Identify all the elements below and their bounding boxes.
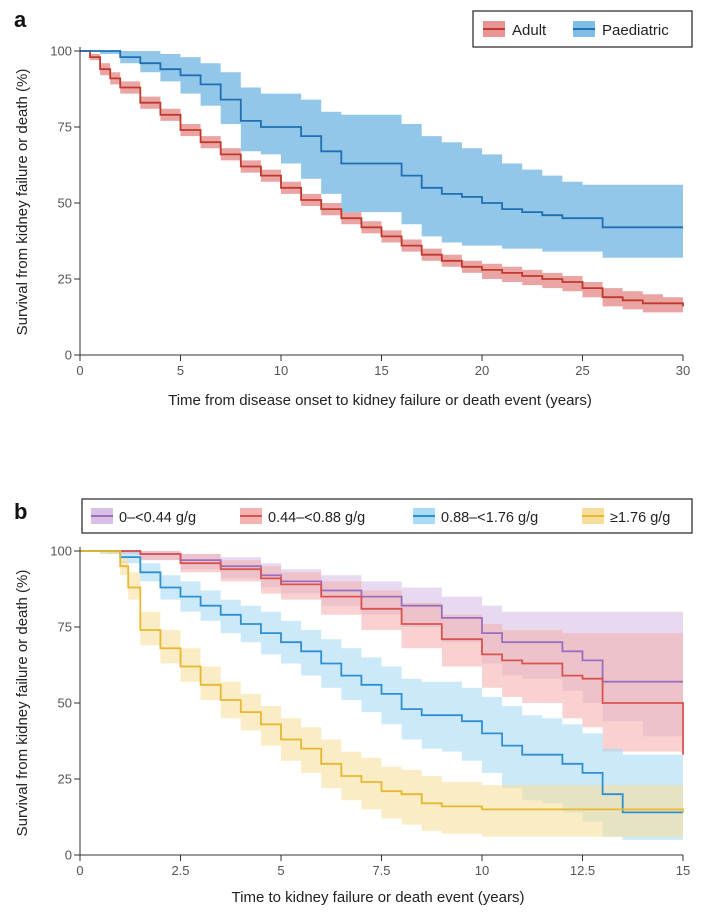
legend-item-044-088: 0.44–<0.88 g/g	[240, 508, 365, 526]
legend-label-044-088: 0.44–<0.88 g/g	[268, 510, 365, 526]
legend-item-176-plus: ≥1.76 g/g	[582, 508, 670, 526]
panel-a-x-tick-label: 0	[76, 363, 83, 378]
panel-a-x-tick-label: 30	[676, 363, 690, 378]
legend-item-088-176: 0.88–<1.76 g/g	[413, 508, 538, 526]
legend-label-088-176: 0.88–<1.76 g/g	[441, 510, 538, 526]
panel-a-x-tick-label: 15	[374, 363, 388, 378]
panel-a-survival-line-paediatric	[80, 50, 683, 229]
panel-a-survival-line-adult	[80, 50, 684, 307]
panel-a-y-tick-label: 25	[58, 272, 72, 287]
panel-b-survival-line-0-44-0-88-g-g	[80, 550, 684, 755]
panel-b-legend: 0–<0.44 g/g 0.44–<0.88 g/g 0.88–<1.76 g/…	[81, 498, 693, 534]
panel-b-label: b	[14, 499, 27, 524]
panel-b-y-tick-label: 75	[58, 620, 72, 635]
legend-label-paediatric: Paediatric	[602, 22, 669, 39]
panel-b-y-axis-title: Survival from kidney failure or death (%…	[14, 570, 31, 837]
legend-label-0-044: 0–<0.44 g/g	[119, 510, 196, 526]
panel-a-x-tick-label: 20	[475, 363, 489, 378]
panel-b-x-tick-label: 10	[475, 863, 489, 878]
legend-item-adult: Adult	[483, 21, 547, 39]
panel-b-lines	[80, 550, 684, 814]
panel-b-x-tick-label: 5	[277, 863, 284, 878]
panel-b-x-tick-label: 7.5	[372, 863, 390, 878]
panel-b-bands	[80, 551, 683, 840]
panel-a-y-tick-label: 0	[65, 348, 72, 363]
panel-b-ci-band-0-88-1-76-g-g	[80, 551, 683, 840]
panel-b-y-tick-label: 50	[58, 696, 72, 711]
panel-a-legend: Adult Paediatric	[472, 10, 693, 48]
panel-b-x-tick-label: 12.5	[570, 863, 595, 878]
panel-b-x-axis-title: Time to kidney failure or death event (y…	[232, 889, 525, 906]
panel-b-chart: b 0 25 50 75 100 0 2.5 5 7.5 10 12.5 15 Time to kid…	[14, 498, 693, 906]
legend-item-0-044: 0–<0.44 g/g	[91, 508, 196, 526]
panel-b-x-tick-label: 2.5	[171, 863, 189, 878]
panel-a-axes: 0 25 50 75 100 0 5 10 15 20 25 30	[50, 44, 690, 379]
panel-a-label: a	[14, 7, 27, 32]
panel-b-x-tick-label: 0	[76, 863, 83, 878]
panel-b-x-tick-label: 15	[676, 863, 690, 878]
panel-a-x-tick-label: 10	[274, 363, 288, 378]
legend-item-paediatric: Paediatric	[573, 21, 669, 39]
panel-b-y-tick-label: 0	[65, 848, 72, 863]
panel-b-axes: 0 25 50 75 100 0 2.5 5 7.5 10 12.5 15	[50, 544, 690, 879]
panel-a-y-tick-label: 100	[50, 44, 72, 59]
panel-a-x-tick-label: 5	[177, 363, 184, 378]
panel-a-x-axis-title: Time from disease onset to kidney failur…	[168, 392, 592, 409]
panel-a-ci-band-paediatric	[80, 51, 683, 258]
panel-a-y-axis-title: Survival from kidney failure or death (%…	[14, 69, 31, 336]
panel-b-survival-line-1-76-g-g	[80, 550, 684, 813]
panel-a-y-tick-label: 75	[58, 120, 72, 135]
panel-b-survival-line-0-88-1-76-g-g	[80, 550, 683, 814]
panel-b-y-tick-label: 100	[50, 544, 72, 559]
panel-a-lines	[80, 50, 684, 307]
panel-a-bands	[80, 51, 683, 313]
panel-b-y-tick-label: 25	[58, 772, 72, 787]
panel-a-y-tick-label: 50	[58, 196, 72, 211]
panel-a-chart: a 0 25 50 75 100 0 5 10 15 20 25 30 Time from disea…	[14, 7, 693, 409]
legend-label-176-plus: ≥1.76 g/g	[610, 510, 670, 526]
panel-a-x-tick-label: 25	[575, 363, 589, 378]
legend-label-adult: Adult	[512, 22, 547, 39]
panel-b-survival-line-0-0-44-g-g	[80, 550, 683, 683]
